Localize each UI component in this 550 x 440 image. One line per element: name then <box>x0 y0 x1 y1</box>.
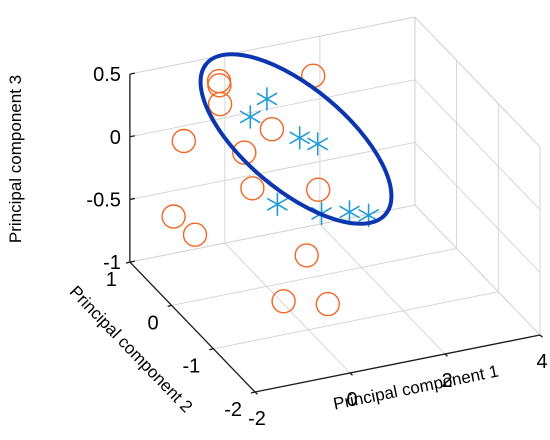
z-tick-mark <box>129 72 136 75</box>
z-tick-mark <box>129 135 136 138</box>
y-tick-mark <box>250 391 256 394</box>
highlight-ellipse <box>198 52 394 226</box>
axis-labels: Principal component 1 Principal componen… <box>6 75 500 416</box>
axes-box <box>125 72 543 395</box>
data-point-asterisk <box>339 200 360 224</box>
data-points <box>161 63 380 317</box>
data-point-circle <box>232 140 257 165</box>
data-point-asterisk <box>239 105 261 129</box>
y-tick-label: -1 <box>183 356 201 378</box>
data-point-circle <box>306 177 331 202</box>
grid-line <box>129 16 415 75</box>
chart-grid <box>129 16 541 393</box>
data-point-asterisk <box>266 192 288 217</box>
z-tick-label: -1 <box>103 252 121 274</box>
x-axis-label: Principal component 1 <box>332 362 501 414</box>
data-point-circle <box>161 204 186 229</box>
z-tick-label: 0 <box>110 127 121 149</box>
y-tick-label: -2 <box>224 399 242 421</box>
z-tick-mark <box>129 197 136 201</box>
x-axis-line <box>254 334 541 393</box>
x-tick-mark <box>254 391 258 395</box>
data-point-circle <box>207 91 233 117</box>
y-tick-label: 1 <box>106 269 117 291</box>
asterisk-stroke <box>307 137 329 151</box>
grid-line <box>129 79 415 138</box>
grid-line <box>319 223 446 355</box>
x-tick-mark <box>539 334 543 338</box>
y-axis-line <box>129 261 256 393</box>
data-point-circle <box>207 73 232 98</box>
data-point-asterisk <box>256 87 278 111</box>
z-axis-label: Principal component 3 <box>6 75 25 243</box>
x-tick-label: 4 <box>536 351 547 373</box>
asterisk-stroke <box>256 92 278 106</box>
data-point-circle <box>259 116 285 142</box>
asterisk-stroke <box>339 205 360 219</box>
data-point-circle <box>206 68 232 94</box>
data-point-circle <box>240 176 265 201</box>
data-point-asterisk <box>307 132 329 156</box>
grid-line <box>414 79 541 210</box>
y-axis-label: Principal component 2 <box>66 282 197 416</box>
grid-line <box>171 247 457 306</box>
asterisk-stroke <box>266 198 288 211</box>
grid-line <box>213 291 499 350</box>
x-tick-label: 0 <box>346 389 357 411</box>
x-tick-label: 2 <box>441 370 452 392</box>
y-tick-mark <box>167 304 172 308</box>
x-tick-mark <box>349 372 353 376</box>
x-tick-label: -2 <box>248 408 266 430</box>
data-point-asterisk <box>289 126 311 150</box>
z-tick-mark <box>129 260 136 263</box>
grid-line <box>414 142 541 273</box>
highlight-ellipse-shape <box>198 52 394 226</box>
z-tick-label: -0.5 <box>86 189 120 211</box>
data-point-circle <box>271 289 296 314</box>
grid-line <box>414 204 541 336</box>
asterisk-stroke <box>239 110 261 124</box>
grid-line <box>414 16 541 148</box>
data-point-circle <box>315 291 340 317</box>
asterisk-stroke <box>289 131 311 145</box>
grid-line <box>224 242 351 374</box>
data-point-circle <box>182 222 208 247</box>
data-point-circle <box>294 243 319 268</box>
y-tick-label: 0 <box>147 312 158 334</box>
z-tick-label: 0.5 <box>93 64 121 86</box>
grid-line <box>129 141 415 200</box>
y-tick-mark <box>209 348 214 351</box>
data-point-circle <box>171 128 197 154</box>
asterisk-stroke <box>358 209 380 222</box>
y-tick-mark <box>125 261 131 264</box>
x-tick-mark <box>444 353 448 357</box>
